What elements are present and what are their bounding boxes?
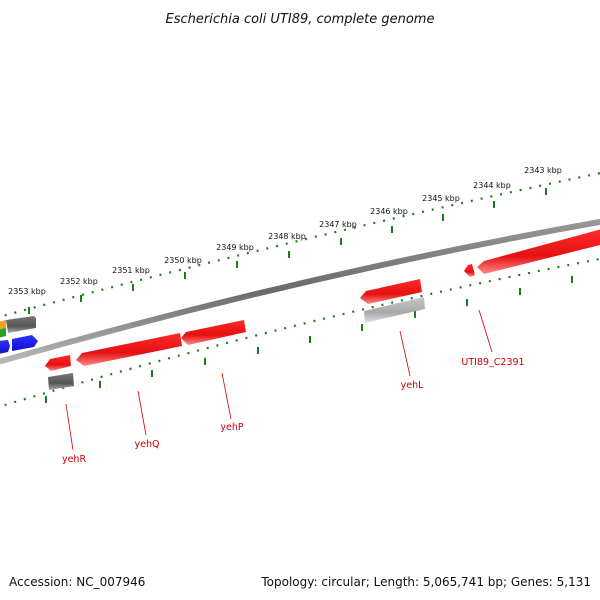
left-edge-features	[0, 316, 38, 354]
kbp-label: 2348 kbp	[268, 232, 306, 241]
outer-ruler	[0, 171, 600, 318]
gene-label: yehR	[62, 454, 86, 465]
inner-major-ticks	[45, 276, 573, 403]
kbp-label: 2347 kbp	[319, 220, 357, 229]
inner-ruler	[0, 257, 600, 408]
kbp-label: 2344 kbp	[473, 181, 511, 190]
outer-major-ticks	[28, 188, 547, 314]
kbp-label: 2352 kbp	[60, 277, 98, 286]
gene-UTI89-C2391[interactable]: UTI89_C2391	[461, 229, 600, 368]
gray-feature	[6, 316, 36, 333]
kbp-label: 2346 kbp	[370, 207, 408, 216]
genome-backbone	[0, 218, 600, 365]
map-title: Escherichia coli UTI89, complete genome	[166, 12, 435, 27]
label-leader	[65, 403, 74, 451]
kbp-label: 2349 kbp	[216, 243, 254, 252]
kbp-labels: 2353 kbp 2352 kbp 2351 kbp 2350 kbp 2349…	[8, 166, 562, 296]
kbp-label: 2351 kbp	[112, 266, 150, 275]
label-leader	[478, 309, 493, 353]
gene-yehP[interactable]: yehP	[181, 320, 246, 433]
blue-feature	[0, 340, 10, 354]
gene-arrow	[76, 333, 182, 366]
gene-yehQ[interactable]: yehQ	[76, 333, 182, 450]
kbp-label: 2353 kbp	[8, 287, 46, 296]
kbp-label: 2350 kbp	[164, 256, 202, 265]
label-leader	[221, 372, 232, 420]
blue-feature	[12, 335, 38, 351]
light-gray-feature	[364, 297, 425, 323]
label-leader	[399, 330, 411, 377]
kbp-label: 2345 kbp	[422, 194, 460, 203]
gene-label: yehQ	[135, 439, 160, 450]
gene-label: UTI89_C2391	[461, 357, 524, 368]
gene-yehL[interactable]: yehL	[360, 279, 425, 391]
gene-label: yehL	[401, 380, 424, 391]
label-leader	[137, 390, 147, 436]
gene-arrow	[45, 355, 71, 371]
kbp-label: 2343 kbp	[524, 166, 562, 175]
gene-arrow	[181, 320, 246, 345]
gene-yehR[interactable]: yehR	[45, 355, 86, 465]
gene-arrow	[464, 264, 475, 277]
genome-summary-text: Topology: circular; Length: 5,065,741 bp…	[260, 575, 591, 589]
gene-label: yehP	[220, 422, 243, 433]
gray-feature	[48, 373, 74, 390]
green-feature	[0, 328, 6, 338]
gene-arrow	[360, 279, 422, 304]
accession-text: Accession: NC_007946	[9, 575, 145, 589]
gene-arrow	[477, 229, 600, 274]
